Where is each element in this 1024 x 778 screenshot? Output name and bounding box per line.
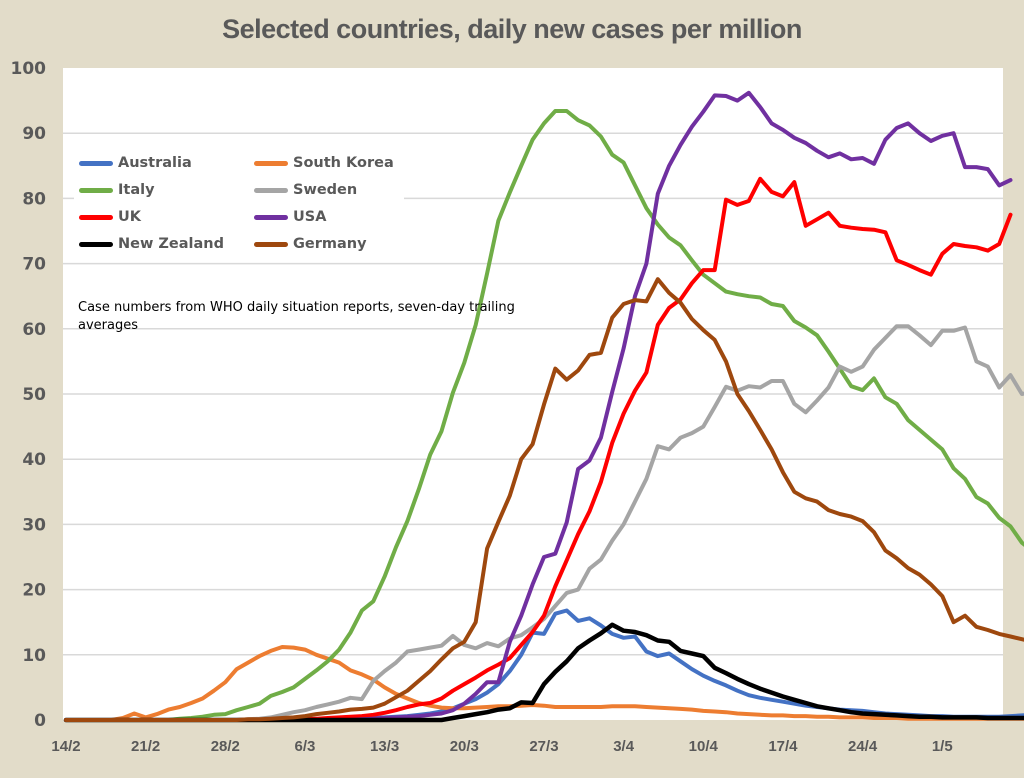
y-tick-label: 90 bbox=[22, 124, 46, 144]
x-tick-label: 28/2 bbox=[211, 738, 240, 755]
y-tick-label: 50 bbox=[22, 385, 46, 405]
legend-item-sweden: Sweden bbox=[254, 179, 357, 201]
legend-label: USA bbox=[293, 209, 327, 225]
legend-item-new-zealand: New Zealand bbox=[79, 233, 224, 255]
legend-label: Sweden bbox=[293, 182, 358, 198]
y-tick-label: 40 bbox=[22, 450, 46, 470]
legend-label: Germany bbox=[293, 236, 367, 252]
x-axis-ticks: 14/2 21/2 28/2 6/3 13/3 20/3 27/3 3/4 10/4 17/4 24… bbox=[51, 738, 952, 755]
legend-label: South Korea bbox=[293, 155, 394, 171]
legend-label: Italy bbox=[118, 182, 155, 198]
legend: Australia South Korea Italy Sweden UK USA New … bbox=[74, 147, 404, 262]
legend-swatch bbox=[79, 187, 113, 193]
x-tick-label: 10/4 bbox=[689, 738, 719, 755]
x-tick-label: 6/3 bbox=[295, 738, 316, 755]
legend-swatch bbox=[79, 160, 113, 166]
annotation-note: Case numbers from WHO daily situation re… bbox=[78, 300, 515, 333]
y-tick-label: 0 bbox=[34, 711, 46, 731]
legend-label: New Zealand bbox=[118, 236, 225, 252]
x-tick-label: 17/4 bbox=[768, 738, 798, 755]
x-tick-label: 14/2 bbox=[51, 738, 80, 755]
x-tick-label: 20/3 bbox=[450, 738, 479, 755]
x-tick-label: 1/5 bbox=[932, 738, 953, 755]
legend-swatch bbox=[254, 214, 288, 220]
legend-swatch bbox=[254, 187, 288, 193]
x-tick-label: 24/4 bbox=[848, 738, 878, 755]
y-tick-label: 20 bbox=[22, 581, 46, 601]
y-tick-label: 30 bbox=[22, 515, 46, 535]
y-axis-ticks: 0 10 20 30 40 50 60 70 80 90 100 bbox=[11, 59, 47, 731]
legend-item-usa: USA bbox=[254, 206, 326, 228]
legend-swatch bbox=[254, 241, 288, 247]
legend-label: Australia bbox=[118, 155, 192, 171]
legend-label: UK bbox=[118, 209, 142, 225]
legend-item-australia: Australia bbox=[79, 152, 192, 174]
x-tick-label: 13/3 bbox=[370, 738, 399, 755]
series-line-germany bbox=[64, 277, 1024, 722]
x-tick-label: 27/3 bbox=[529, 738, 558, 755]
legend-item-south-korea: South Korea bbox=[254, 152, 394, 174]
series-line-south-korea bbox=[64, 645, 1024, 722]
x-tick-label: 3/4 bbox=[613, 738, 635, 755]
series-line-italy bbox=[64, 109, 1024, 722]
y-tick-label: 80 bbox=[22, 189, 46, 209]
legend-swatch bbox=[79, 214, 113, 220]
legend-item-uk: UK bbox=[79, 206, 141, 228]
series-lines bbox=[63, 90, 1024, 723]
x-tick-label: 21/2 bbox=[131, 738, 160, 755]
legend-item-italy: Italy bbox=[79, 179, 155, 201]
y-tick-label: 70 bbox=[22, 255, 46, 275]
legend-swatch bbox=[254, 160, 288, 166]
legend-item-germany: Germany bbox=[254, 233, 367, 255]
y-tick-label: 100 bbox=[11, 59, 47, 79]
chart-title: Selected countries, daily new cases per … bbox=[222, 14, 802, 44]
y-tick-label: 60 bbox=[22, 320, 46, 340]
legend-swatch bbox=[79, 241, 113, 247]
y-tick-label: 10 bbox=[22, 646, 46, 666]
